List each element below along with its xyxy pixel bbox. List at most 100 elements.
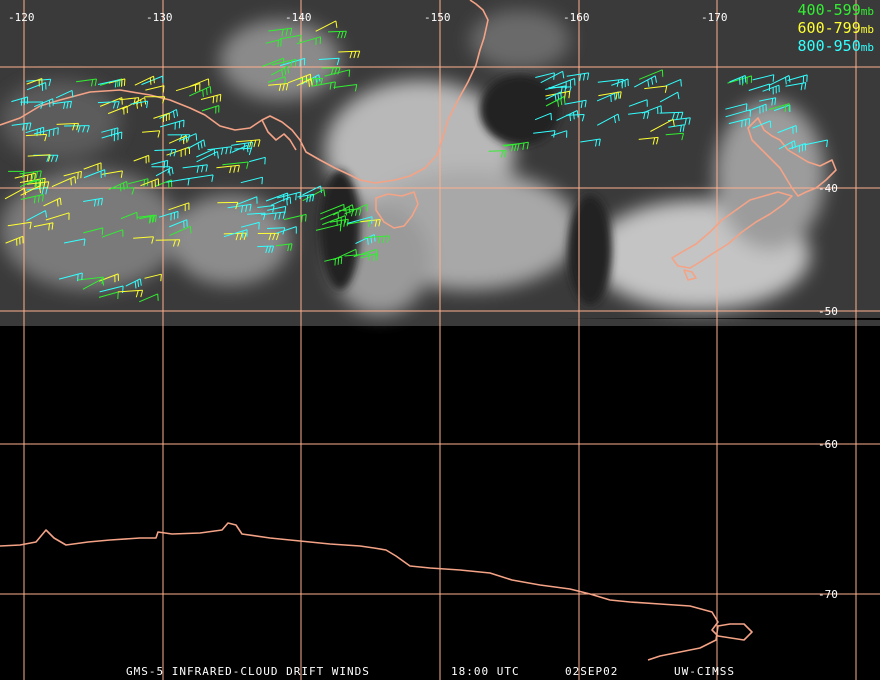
wind-barb <box>83 169 106 179</box>
footer-time: 18:00 UTC <box>451 665 520 678</box>
wind-barb <box>145 85 165 93</box>
wind-barb <box>725 103 748 111</box>
wind-barb <box>265 38 282 48</box>
antarctica-coast <box>0 522 753 661</box>
wind-barb <box>598 91 622 100</box>
wind-barb <box>27 181 50 190</box>
wind-barb <box>120 211 138 220</box>
grid-labels: -120 -130 -140 -150 -160 -170 -40 -50 -6… <box>8 11 838 601</box>
wind-barb <box>64 125 90 133</box>
wind-barb <box>534 112 552 121</box>
wind-barb <box>27 154 51 162</box>
wind-barb <box>324 69 351 77</box>
wind-barb <box>296 36 321 46</box>
wind-barb <box>302 185 322 196</box>
wind-barb <box>504 141 529 150</box>
wind-barb <box>268 27 293 37</box>
wind-barb <box>4 187 27 200</box>
wind-barb <box>144 273 162 282</box>
wind-barb <box>533 130 556 138</box>
wind-barb <box>154 149 177 157</box>
wind-barb <box>141 75 164 86</box>
new-zealand-south <box>671 191 793 269</box>
wind-barb <box>360 252 378 262</box>
wind-barb <box>728 118 751 128</box>
wind-barb <box>83 197 103 207</box>
wind-barb <box>659 91 680 103</box>
wind-barb <box>166 178 190 186</box>
wind-barb <box>223 229 248 238</box>
wind-barb <box>287 73 312 85</box>
wind-barb <box>611 78 629 89</box>
legend-item-600-799: 600-799mb <box>797 19 874 37</box>
wind-barb <box>638 136 659 145</box>
wind-barb <box>5 235 24 246</box>
wind-barb <box>175 83 201 92</box>
wind-barb <box>83 227 104 235</box>
wind-barb <box>257 245 275 254</box>
wind-barb <box>83 162 102 172</box>
wind-barb <box>566 72 590 82</box>
wind-barb <box>333 84 358 92</box>
tasmania-coast <box>375 191 419 229</box>
wind-barb <box>785 82 807 91</box>
footer-credit: UW-CIMSS <box>674 665 735 678</box>
wind-barb <box>270 196 292 206</box>
wind-barb <box>55 89 74 99</box>
wind-barb <box>748 103 767 114</box>
wind-barb <box>633 75 657 88</box>
wind-barb <box>216 164 240 174</box>
wind-barb <box>33 222 54 231</box>
wind-barb <box>168 202 190 212</box>
wind-barb <box>52 100 72 109</box>
footer-date: 02SEP02 <box>565 665 619 678</box>
wind-barb <box>344 253 371 261</box>
wind-barb <box>270 65 290 77</box>
wind-barb <box>545 96 566 107</box>
wind-barb <box>564 99 587 109</box>
wind-barb <box>43 197 62 207</box>
wind-barb <box>773 104 791 113</box>
lon-label-170: -170 <box>701 11 728 24</box>
lon-label-160: -160 <box>563 11 590 24</box>
wind-barb <box>125 278 142 289</box>
wind-barb <box>169 225 192 236</box>
wind-barb <box>97 79 121 88</box>
wind-barb <box>277 191 301 201</box>
wind-barb <box>768 103 790 112</box>
wind-barb <box>324 256 343 266</box>
legend-item-400-599: 400-599mb <box>797 1 874 19</box>
spencer-gulf <box>261 119 297 151</box>
wind-barb <box>189 85 212 97</box>
wind-barb <box>63 170 82 180</box>
wind-barb <box>249 156 266 165</box>
wind-barb <box>63 238 86 246</box>
wind-barb <box>659 111 684 120</box>
wind-barb <box>535 72 555 80</box>
wind-barb <box>551 130 568 138</box>
wind-barb <box>159 119 185 130</box>
wind-barb <box>234 147 252 156</box>
wind-barb <box>142 130 161 138</box>
wind-barb <box>144 96 166 104</box>
wind-barb <box>58 272 83 282</box>
wind-barb <box>268 83 289 92</box>
wind-barb <box>628 99 648 107</box>
lon-label-140: -140 <box>285 11 312 24</box>
wind-barb <box>787 74 808 83</box>
wind-barb <box>639 69 664 80</box>
wind-barb <box>97 101 120 109</box>
wind-barb <box>25 133 48 142</box>
lon-label-120: -120 <box>8 11 35 24</box>
lat-label-40: -40 <box>818 182 838 195</box>
wind-barb <box>804 139 828 148</box>
wind-barb <box>56 122 79 131</box>
wind-barb <box>318 57 340 66</box>
wind-barb <box>20 101 44 109</box>
lat-label-50: -50 <box>818 305 838 318</box>
lat-label-60: -60 <box>818 438 838 451</box>
wind-barb <box>182 164 208 173</box>
wind-barb <box>296 78 313 87</box>
wind-barb <box>321 67 341 75</box>
